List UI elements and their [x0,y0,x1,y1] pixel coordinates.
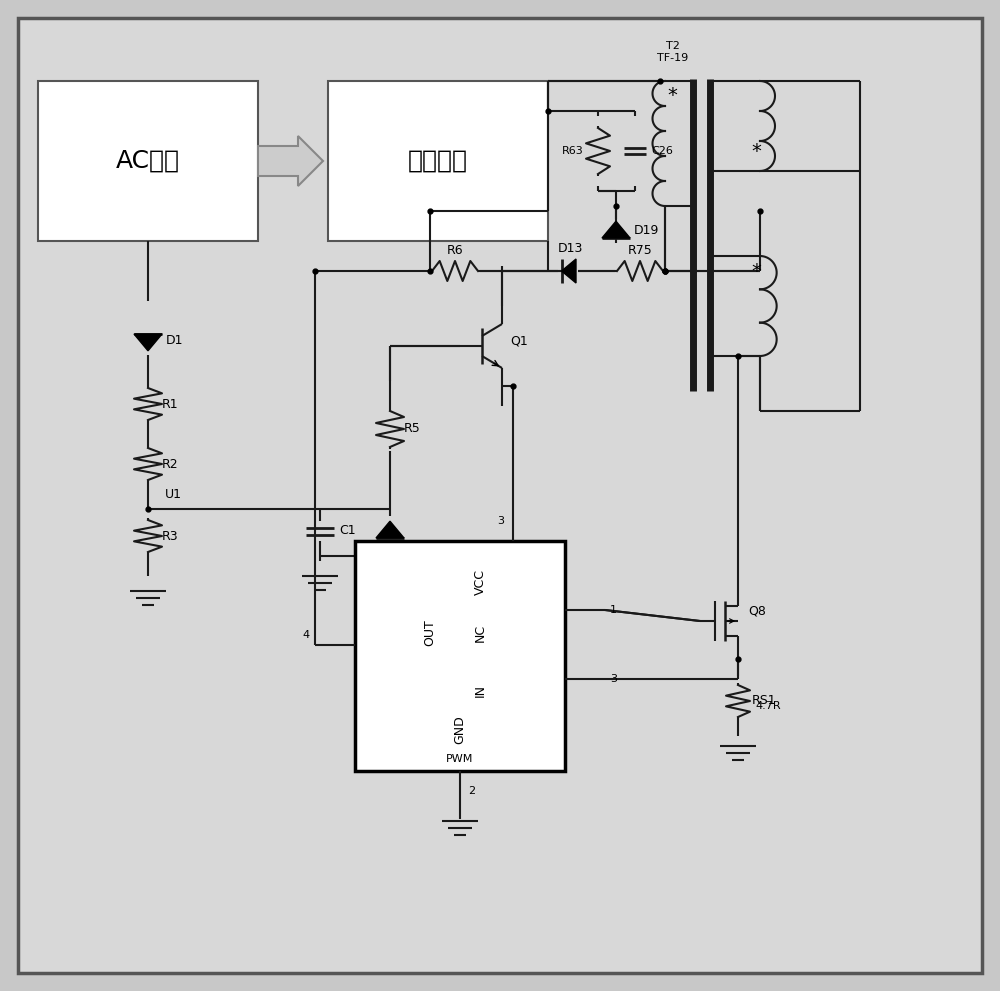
Text: Q8: Q8 [748,605,766,617]
Text: 3: 3 [498,516,505,526]
Text: R5: R5 [404,422,421,435]
Text: R75: R75 [628,244,652,257]
Bar [328,81,548,241]
Text: C1: C1 [339,524,356,537]
FancyArrow shape [258,136,323,186]
Text: T2: T2 [666,41,680,51]
Bar [38,81,258,241]
Text: *: * [667,86,677,105]
Text: GND: GND [454,716,466,744]
Text: NC: NC [474,624,486,642]
Text: D1: D1 [166,335,184,348]
Text: 4.7R: 4.7R [755,701,781,711]
Text: IN: IN [474,684,486,697]
Bar [355,541,565,771]
Text: PWM: PWM [446,754,474,764]
Text: 滤波电路: 滤波电路 [408,149,468,173]
Text: D13: D13 [557,242,583,255]
Polygon shape [602,221,630,238]
Text: RS1: RS1 [752,695,777,708]
Text: R63: R63 [562,146,584,156]
Text: AC输入: AC输入 [116,149,180,173]
Text: 3: 3 [610,674,617,684]
Text: 4: 4 [303,629,310,639]
Text: D19: D19 [634,225,659,238]
Text: VCC: VCC [474,570,486,596]
Text: 1: 1 [610,605,617,615]
Text: R6: R6 [447,244,463,257]
Text: R2: R2 [162,458,179,471]
Polygon shape [376,521,404,538]
Text: OUT: OUT [424,619,436,646]
Text: TF-19: TF-19 [657,53,689,63]
Polygon shape [562,259,576,283]
Text: U1: U1 [165,488,182,501]
Text: 2: 2 [468,786,475,796]
Text: *: * [751,262,761,280]
Text: Q1: Q1 [510,335,528,348]
Text: C26: C26 [651,146,673,156]
Text: R1: R1 [162,397,179,410]
Text: R3: R3 [162,529,179,542]
Text: *: * [751,142,761,161]
Polygon shape [134,334,162,351]
